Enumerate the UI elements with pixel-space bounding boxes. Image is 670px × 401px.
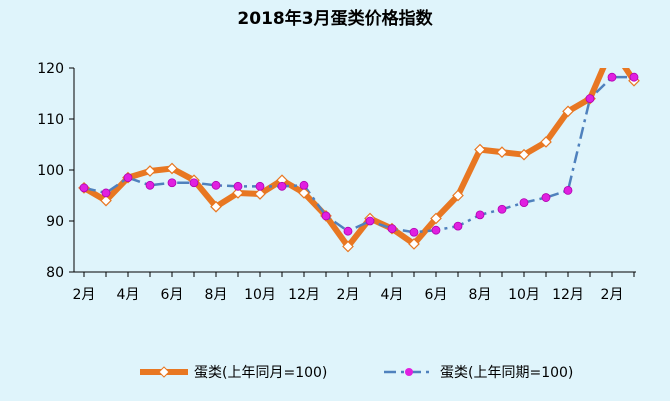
series-1-point [496,146,508,158]
series-2-point [431,225,441,235]
series-2-point [497,204,507,214]
series-1-point [100,194,112,207]
series-2-line [83,75,634,234]
series-2-point [563,185,573,195]
series-2-point [387,224,397,234]
legend-label-series-2: 蛋类(上年同期=100) [440,365,573,381]
y-tick-label: 120 [37,61,64,77]
series-2-point [101,188,111,198]
y-tick-label: 110 [37,112,64,128]
series-1-point [408,238,420,250]
series-1-point [607,43,617,53]
legend: 蛋类(上年同月=100) 蛋类(上年同期=100) [140,365,573,381]
series-1-point [254,188,266,200]
x-tick-label: 6月 [161,287,184,303]
series-2-point [189,178,199,188]
series-2-point [123,173,133,183]
series-1-point [452,189,464,202]
series-1-point [298,187,310,199]
series-1-point [144,165,156,177]
series-2-point [79,183,89,193]
x-tick-label: 2月 [337,287,360,303]
legend-marker-series-1 [158,366,170,378]
series-1-point [210,200,222,213]
x-tick-label: 4月 [381,287,404,303]
series-2-point [211,180,221,190]
series-2-point [519,198,529,208]
series-1-point [562,105,574,118]
x-tick-label: 2月 [601,287,624,303]
series-2-point [629,72,639,82]
series-1-line [82,68,637,250]
axes: 80 90 100 110 120 2月 4月 6月 8月 10月 12月 2月 4月 6月 8月 10月 12… [37,61,636,303]
x-tick-label: 2月 [73,287,96,303]
x-tick-label: 4月 [117,287,140,303]
series-1-point [518,148,530,161]
series-1-point [430,212,442,225]
series-2-point [255,181,265,191]
series-2-point [299,180,309,190]
series-2-point [343,226,353,236]
series-2-point [607,72,617,82]
series-2-point [167,178,177,188]
y-tick-label: 80 [46,265,64,281]
series-1-point [474,143,486,156]
series-2-point [475,210,485,220]
x-tick-label: 8月 [469,287,492,303]
y-tick-label: 100 [37,163,64,179]
series-2-point [277,181,287,191]
x-tick-label: 6月 [425,287,448,303]
series-1-point [166,162,178,175]
chart-title: 2018年3月蛋类价格指数 [237,8,433,29]
series-2-point [453,221,463,231]
series-2-point [233,181,243,191]
legend-marker-series-2 [405,368,413,376]
series-1-point [540,136,552,148]
series-2-point [145,180,155,190]
x-tick-label: 10月 [244,287,276,303]
series-layer [78,43,640,253]
x-tick-label: 12月 [552,287,584,303]
series-2-point [321,211,331,221]
series-1-point [232,187,244,199]
series-2-point [585,94,595,103]
x-tick-label: 10月 [508,287,540,303]
x-tick-label: 12月 [288,287,320,303]
legend-label-series-1: 蛋类(上年同月=100) [194,365,327,381]
series-1-point [342,240,354,253]
series-2-point [541,193,551,202]
x-tick-label: 8月 [205,287,228,303]
series-2-point [365,216,375,226]
series-2-point [409,227,419,237]
y-tick-label: 90 [46,214,64,230]
